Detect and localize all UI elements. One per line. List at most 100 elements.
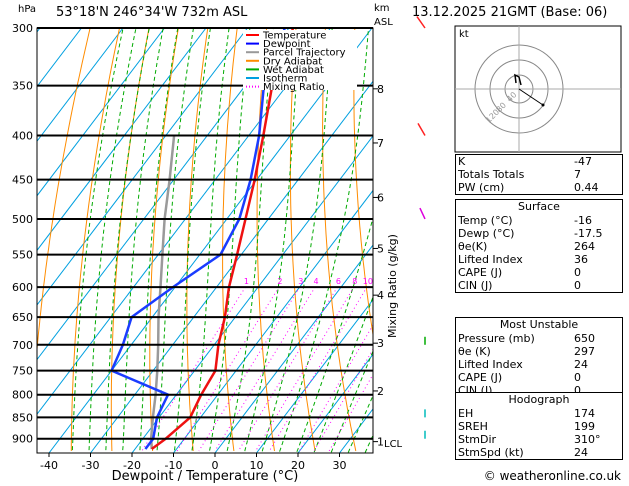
legend-label: Wet Adiabat bbox=[263, 65, 324, 76]
mixing-ratio-label: 25 bbox=[419, 277, 429, 286]
most-unstable-table: Pressure (mb) 650 θe (K) 297 Lifted Index 24 C… bbox=[456, 332, 622, 397]
index-value: 24 bbox=[574, 358, 588, 371]
pressure-tick-label: 600 bbox=[12, 281, 33, 294]
surface-table: Temp (°C) -16 Dewp (°C) -17.5 θe(K) 264 Lifted… bbox=[456, 214, 622, 292]
plot-frame bbox=[36, 27, 374, 454]
wet-adiabat-line bbox=[243, 28, 302, 453]
pressure-tick-label: 850 bbox=[12, 411, 33, 424]
isotherm-line bbox=[37, 28, 124, 142]
index-value: -47 bbox=[574, 155, 592, 168]
isotherm-line bbox=[90, 80, 373, 453]
isotherm-line bbox=[37, 28, 248, 306]
surface-box: Surface Temp (°C) -16 Dewp (°C) -17.5 θe(K) 2… bbox=[455, 199, 623, 293]
mixing-ratio-label: 10 bbox=[363, 277, 373, 286]
pressure-tick-label: 350 bbox=[12, 80, 33, 93]
asl-unit-label: ASL bbox=[374, 17, 393, 28]
index-row: PW (cm) 0.44 bbox=[456, 181, 622, 194]
hodograph-stats-table: EH 174 SREH 199 StmDir 310° StmSpd (kt) 24 bbox=[456, 407, 622, 459]
index-value: 7 bbox=[574, 168, 581, 181]
index-row: Lifted Index 36 bbox=[456, 253, 622, 266]
hodograph-storm-vector bbox=[518, 88, 544, 106]
x-tick-label: -20 bbox=[123, 459, 141, 472]
index-value: 199 bbox=[574, 420, 595, 433]
index-label: CAPE (J) bbox=[458, 371, 503, 384]
km-tick-label: 7 bbox=[377, 137, 384, 150]
wet-adiabat-line bbox=[122, 28, 164, 453]
pressure-tick-label: 700 bbox=[12, 339, 33, 352]
mixing-ratio-label: 4 bbox=[314, 277, 319, 286]
pressure-tick-label: 650 bbox=[12, 311, 33, 324]
index-label: StmDir bbox=[458, 433, 497, 446]
wet-adiabat-line bbox=[313, 295, 373, 453]
index-row: Totals Totals 7 bbox=[456, 168, 622, 181]
parcel-trajectory-line bbox=[149, 135, 176, 450]
surface-title: Surface bbox=[518, 200, 560, 213]
index-row: θe(K) 264 bbox=[456, 240, 622, 253]
isotherm-line bbox=[173, 189, 373, 453]
wet-adiabat-line bbox=[139, 28, 179, 453]
index-value: 24 bbox=[574, 446, 588, 459]
index-value: -16 bbox=[574, 214, 592, 227]
index-value: 174 bbox=[574, 407, 595, 420]
index-label: CIN (J) bbox=[458, 279, 493, 292]
dewpoint-line bbox=[110, 28, 286, 450]
isotherm-line bbox=[131, 135, 373, 453]
index-label: K bbox=[458, 155, 466, 168]
dry-adiabat-line bbox=[70, 28, 120, 451]
km-unit-label: km bbox=[374, 3, 390, 14]
index-row: θe (K) 297 bbox=[456, 345, 622, 358]
x-tick-label: 20 bbox=[291, 459, 305, 472]
isotherm-line bbox=[37, 28, 290, 361]
mixing-ratio-label: 8 bbox=[352, 277, 357, 286]
index-value: 36 bbox=[574, 253, 588, 266]
legend-label: Dry Adiabat bbox=[263, 56, 322, 67]
index-row: SREH 199 bbox=[456, 420, 622, 433]
isotherm-line bbox=[37, 28, 207, 252]
wind-barb bbox=[419, 207, 426, 220]
mixing-ratio-label: 2 bbox=[277, 277, 282, 286]
mixing-ratio-line bbox=[237, 286, 338, 452]
dry-adiabat-line bbox=[353, 28, 373, 338]
x-axis-label: Dewpoint / Temperature (°C) bbox=[112, 469, 299, 484]
hodograph-kt-label: kt bbox=[459, 29, 469, 40]
wet-adiabat-line bbox=[88, 28, 137, 453]
index-label: θe (K) bbox=[458, 345, 491, 358]
index-label: Pressure (mb) bbox=[458, 332, 535, 345]
index-label: Lifted Index bbox=[458, 253, 523, 266]
legend-label: Parcel Trajectory bbox=[263, 48, 346, 59]
index-label: θe(K) bbox=[458, 240, 488, 253]
pressure-tick-label: 300 bbox=[12, 22, 33, 35]
hodograph-trace bbox=[514, 73, 522, 86]
index-label: Lifted Index bbox=[458, 358, 523, 371]
km-tick-label: 5 bbox=[377, 242, 384, 255]
x-tick-label: -30 bbox=[82, 459, 100, 472]
index-value: 297 bbox=[574, 345, 595, 358]
indices-box: K -47 Totals Totals 7 PW (cm) 0.44 bbox=[455, 154, 623, 195]
indices-table: K -47 Totals Totals 7 PW (cm) 0.44 bbox=[456, 155, 622, 194]
km-tick-label: 1 bbox=[377, 436, 384, 449]
km-tick-label: 8 bbox=[377, 83, 384, 96]
dry-adiabat-line bbox=[37, 28, 91, 356]
km-tick-label: 4 bbox=[377, 289, 384, 302]
x-tick-label: -10 bbox=[165, 459, 183, 472]
km-tick-label: 6 bbox=[377, 191, 384, 204]
mixing-ratio-label: 1 bbox=[244, 277, 249, 286]
mixing-ratio-label: 3 bbox=[298, 277, 303, 286]
x-tick-label: 30 bbox=[333, 459, 347, 472]
x-tick-label: -40 bbox=[40, 459, 58, 472]
index-row: CIN (J) 0 bbox=[456, 279, 622, 292]
wet-adiabat-line bbox=[330, 349, 373, 453]
isotherm-line bbox=[256, 298, 373, 453]
pressure-tick-label: 500 bbox=[12, 213, 33, 226]
location-title: 53°18'N 246°34'W 732m ASL bbox=[56, 5, 248, 20]
datetime-title: 13.12.2025 21GMT (Base: 06) bbox=[412, 5, 608, 20]
legend-label: Isotherm bbox=[263, 74, 307, 85]
wet-adiabat-line bbox=[347, 394, 373, 453]
index-value: 0 bbox=[574, 279, 581, 292]
mixing-ratio-line bbox=[255, 286, 355, 452]
index-label: CAPE (J) bbox=[458, 266, 503, 279]
index-value: 0 bbox=[574, 371, 581, 384]
